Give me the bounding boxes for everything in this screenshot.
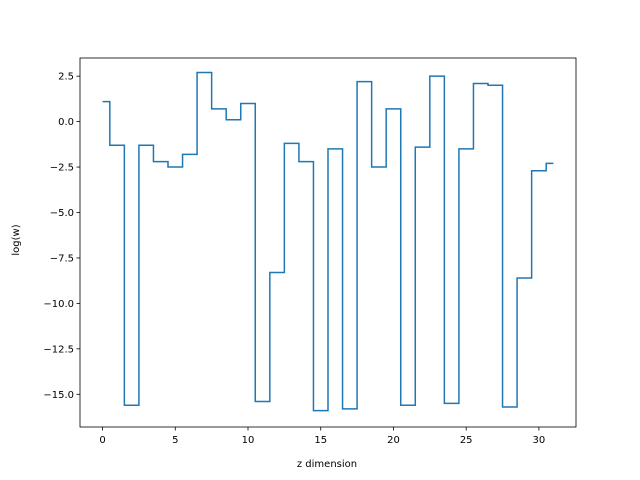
y-tick-label: −7.5 <box>50 253 74 264</box>
x-tick-label: 15 <box>314 435 327 446</box>
y-tick-label: 2.5 <box>58 72 74 83</box>
x-tick-label: 30 <box>533 435 546 446</box>
plot-frame <box>79 57 577 428</box>
x-tick-label: 0 <box>99 435 105 446</box>
x-axis-ticks: 0 5 10 15 20 25 30 <box>99 427 545 446</box>
x-tick-label: 25 <box>460 435 473 446</box>
y-tick-label: −5.0 <box>50 208 74 219</box>
plot-area <box>102 71 554 412</box>
y-tick-label: −15.0 <box>43 390 74 401</box>
y-axis-ticks: 2.5 0.0 −2.5 −5.0 −7.5 −10.0 −12.5 −15.0 <box>43 72 80 401</box>
x-tick-label: 10 <box>242 435 255 446</box>
y-tick-label: −12.5 <box>43 344 74 355</box>
x-tick-label: 20 <box>387 435 400 446</box>
series-line-0 <box>102 71 554 412</box>
y-tick-label: −2.5 <box>50 163 74 174</box>
y-tick-label: 0.0 <box>58 117 74 128</box>
x-tick-label: 5 <box>172 435 178 446</box>
x-axis-label: z dimension <box>297 459 357 470</box>
y-axis-label: log(w) <box>11 224 22 255</box>
y-tick-label: −10.0 <box>43 299 74 310</box>
